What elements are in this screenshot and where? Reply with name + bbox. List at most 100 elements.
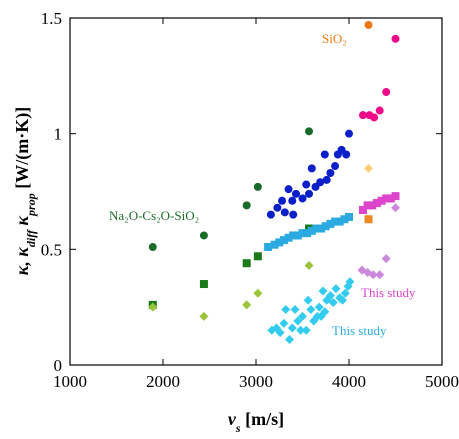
data-point-diamond: [301, 325, 311, 335]
data-point-diamond: [290, 304, 300, 314]
data-point-square: [279, 236, 288, 245]
y-tick-label: 0: [54, 356, 63, 375]
data-point-diamond: [345, 277, 355, 287]
chart-marks: [148, 20, 400, 345]
data-point-circle: [278, 196, 287, 205]
data-point-diamond: [337, 295, 347, 305]
data-point-circle: [284, 185, 293, 194]
x-tick-label: 5000: [425, 372, 459, 391]
data-point-diamond: [314, 302, 324, 312]
data-point-circle: [288, 196, 297, 205]
data-point-circle: [364, 20, 373, 29]
data-point-circle: [291, 189, 300, 198]
data-point-circle: [322, 175, 331, 184]
data-point-diamond: [281, 304, 291, 314]
data-point-diamond: [368, 270, 378, 280]
data-point-diamond: [304, 261, 314, 271]
data-point-circle: [298, 194, 307, 203]
data-point-diamond: [381, 254, 391, 264]
data-point-diamond: [242, 300, 252, 310]
data-point-diamond: [306, 304, 316, 314]
data-point-diamond: [296, 325, 306, 335]
data-point-square: [264, 243, 273, 252]
data-point-square: [377, 196, 386, 205]
data-point-diamond: [148, 302, 158, 312]
data-point-square: [317, 224, 326, 233]
data-point-diamond: [199, 311, 209, 321]
data-point-circle: [342, 150, 351, 159]
annotation-this-study-cyan: This study: [332, 323, 387, 338]
data-point-square: [303, 229, 312, 238]
data-point-square: [358, 206, 367, 215]
data-point-diamond: [328, 298, 338, 308]
axis-ticks: 1000 2000 3000 4000 5000 0 0.5 1 1.5: [41, 9, 459, 391]
data-point-diamond: [325, 291, 335, 301]
data-point-diamond: [284, 335, 294, 345]
data-point-square: [372, 199, 381, 208]
data-point-diamond: [303, 295, 313, 305]
data-point-diamond: [293, 316, 303, 326]
data-point-square: [391, 192, 400, 201]
plot-frame: [69, 17, 443, 366]
data-point-square: [242, 259, 251, 268]
data-point-diamond: [279, 318, 289, 328]
data-point-diamond: [318, 286, 328, 296]
data-point-diamond: [253, 288, 263, 298]
data-point-square: [284, 233, 293, 242]
data-point-square: [364, 215, 373, 224]
data-point-circle: [253, 182, 262, 191]
data-point-diamond: [320, 307, 330, 317]
data-point-circle: [375, 106, 384, 115]
annotation-this-study-magenta: This study: [361, 285, 416, 300]
data-point-circle: [331, 162, 340, 171]
data-point-circle: [148, 243, 157, 252]
y-tick-label: 1: [54, 125, 63, 144]
y-axis-title: κ, κdiff κprop [W/(m·K)]: [12, 107, 38, 275]
data-point-square: [298, 229, 307, 238]
data-point-diamond: [287, 323, 297, 333]
data-point-diamond: [391, 203, 400, 213]
data-point-square: [307, 226, 316, 235]
data-point-square: [382, 194, 391, 203]
data-point-circle: [320, 150, 329, 159]
data-point-diamond: [331, 284, 341, 294]
data-point-circle: [326, 168, 335, 177]
data-point-diamond: [275, 328, 285, 338]
data-point-circle: [391, 34, 400, 43]
x-tick-label: 1000: [53, 372, 87, 391]
data-point-square: [331, 217, 340, 226]
data-point-square: [335, 217, 344, 226]
data-point-circle: [273, 203, 282, 212]
data-point-square: [270, 240, 279, 249]
data-point-circle: [307, 164, 316, 173]
y-tick-label: 0.5: [41, 240, 62, 259]
data-point-square: [321, 222, 330, 231]
data-point-diamond: [364, 163, 374, 173]
data-point-diamond: [298, 311, 307, 321]
x-axis-title: vs [m/s]: [228, 409, 284, 435]
data-point-circle: [358, 111, 367, 120]
data-point-circle: [266, 210, 275, 219]
data-point-square: [312, 224, 321, 233]
y-tick-label: 1.5: [41, 9, 62, 28]
x-tick-label: 3000: [239, 372, 273, 391]
data-point-circle: [305, 127, 314, 136]
data-point-square: [368, 201, 377, 210]
data-point-circle: [382, 88, 391, 97]
data-point-square: [326, 219, 335, 228]
data-point-square: [289, 231, 298, 240]
annotation-sio2: SiO₂: [322, 31, 347, 46]
data-point-square: [293, 231, 302, 240]
data-point-circle: [199, 231, 208, 240]
data-point-circle: [370, 113, 379, 122]
data-point-square: [253, 252, 262, 261]
data-point-circle: [280, 208, 289, 217]
data-point-circle: [305, 189, 314, 198]
data-point-square: [199, 280, 208, 289]
data-point-diamond: [375, 270, 385, 280]
data-point-square: [275, 238, 284, 247]
data-point-diamond: [340, 288, 350, 298]
data-point-circle: [242, 201, 251, 210]
x-tick-label: 2000: [146, 372, 180, 391]
